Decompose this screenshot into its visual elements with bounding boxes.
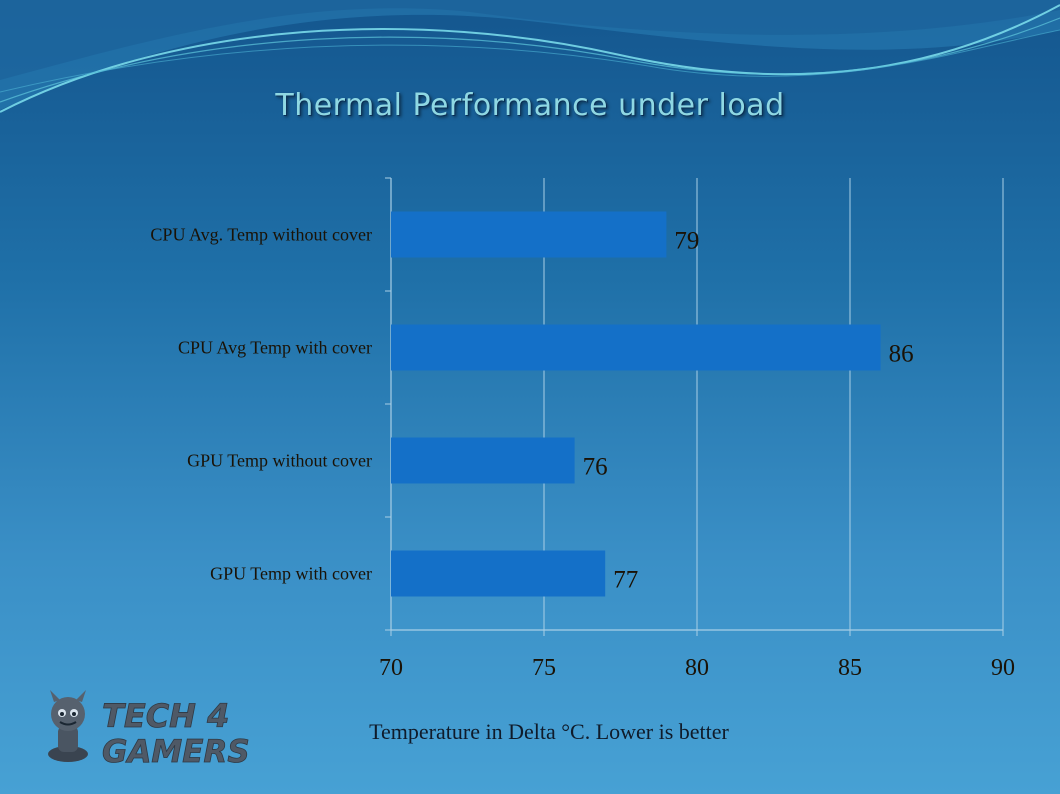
mascot-icon bbox=[48, 690, 88, 762]
bar bbox=[391, 437, 575, 484]
data-label: 86 bbox=[889, 341, 914, 368]
x-tick-label: 80 bbox=[685, 655, 709, 681]
x-axis-title: Temperature in Delta °C. Lower is better bbox=[369, 719, 729, 744]
x-tick-label: 75 bbox=[532, 655, 556, 681]
data-label: 76 bbox=[583, 454, 608, 481]
y-category-label: GPU Temp without cover bbox=[187, 451, 372, 471]
y-category-label: CPU Avg. Temp without cover bbox=[150, 225, 372, 245]
x-tick-label: 90 bbox=[991, 655, 1015, 681]
y-category-label: GPU Temp with cover bbox=[210, 564, 372, 584]
y-category-label: CPU Avg Temp with cover bbox=[178, 338, 372, 358]
bars bbox=[391, 211, 881, 597]
data-label: 77 bbox=[613, 567, 638, 594]
labels: 70 75 80 85 90 CPU Avg. Temp without cover 79 C… bbox=[150, 225, 1015, 682]
data-label: 79 bbox=[674, 228, 699, 255]
chart-title: Thermal Performance under load bbox=[275, 88, 785, 123]
logo-text-line1: TECH 4 bbox=[102, 697, 229, 735]
bar bbox=[391, 324, 881, 371]
tech4gamers-logo: TECH 4 GAMERS bbox=[48, 690, 250, 770]
x-tick-label: 85 bbox=[838, 655, 862, 681]
x-tick-label: 70 bbox=[379, 655, 403, 681]
bar bbox=[391, 211, 667, 258]
logo-text-line2: GAMERS bbox=[102, 734, 250, 770]
bar bbox=[391, 550, 606, 597]
